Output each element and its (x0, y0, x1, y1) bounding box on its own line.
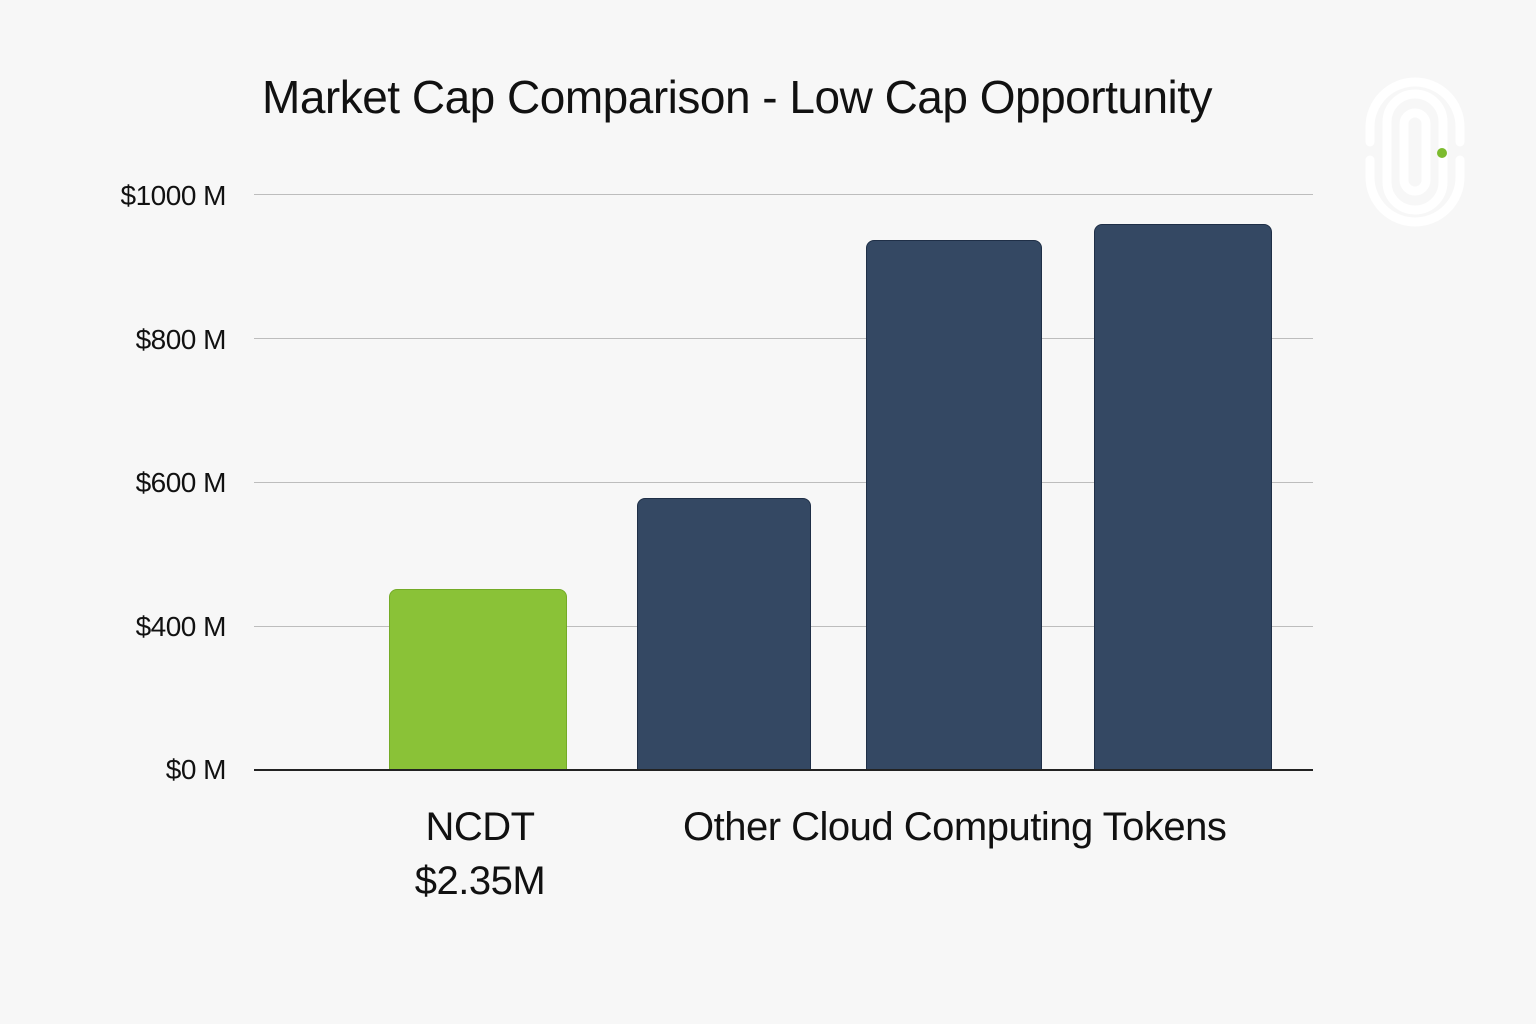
chart-title: Market Cap Comparison - Low Cap Opportun… (262, 71, 1213, 123)
y-tick-label: $800 M (135, 324, 227, 355)
x-label-ncdt: NCDT $2.35M (380, 800, 580, 908)
y-tick-label: $600 M (135, 467, 227, 498)
gridline-1000 (254, 194, 1313, 195)
gridline-600 (254, 482, 1313, 483)
y-tick-label: $400 M (135, 611, 227, 642)
bar-other-token-3 (1094, 224, 1272, 769)
gridline-800 (254, 338, 1313, 339)
x-label-other-tokens: Other Cloud Computing Tokens (683, 805, 1227, 849)
bar-ncdt (389, 589, 567, 769)
y-tick-label: $0 M (165, 754, 227, 785)
x-label-ncdt-name: NCDT (425, 805, 535, 849)
bar-other-token-1 (637, 498, 811, 769)
bar-other-token-2 (866, 240, 1042, 769)
logo-dot-icon (1437, 148, 1447, 158)
x-axis-baseline (254, 769, 1313, 771)
x-label-ncdt-value: $2.35M (414, 859, 546, 903)
y-tick-label: $1000 M (120, 180, 227, 211)
fingerprint-logo-icon (1365, 77, 1465, 227)
